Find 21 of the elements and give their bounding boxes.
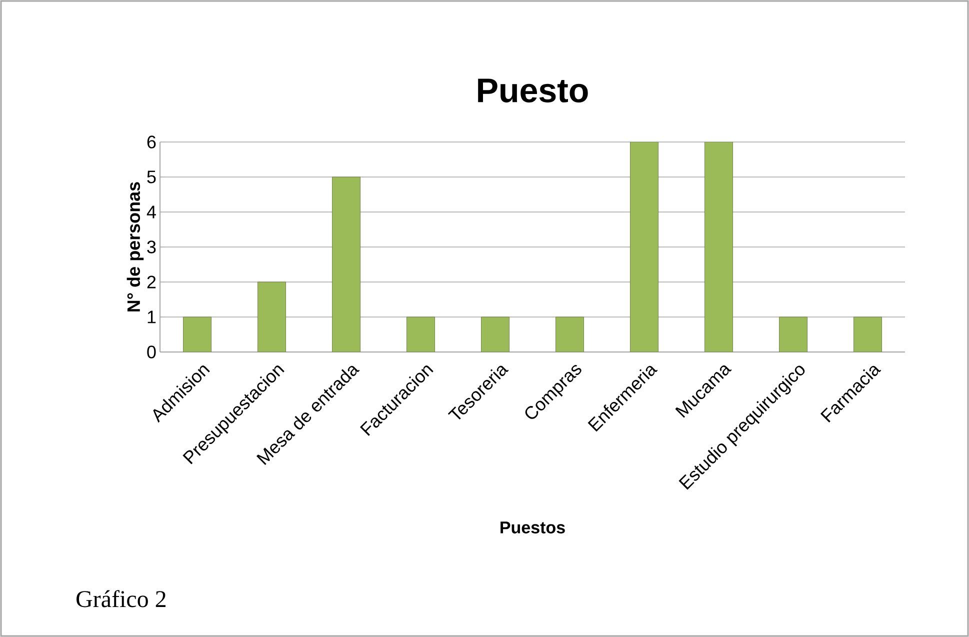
bar	[332, 176, 360, 352]
bar	[630, 142, 658, 352]
y-tick-label: 1	[148, 310, 156, 324]
y-tick-label: 6	[147, 136, 156, 148]
bar	[704, 142, 733, 352]
y-tick-label: 0	[147, 346, 156, 358]
bar	[556, 316, 584, 352]
bar	[481, 316, 510, 352]
bar	[406, 316, 435, 352]
bar	[258, 282, 286, 352]
x-axis-title: Puestos	[500, 522, 565, 534]
bar	[854, 316, 882, 352]
bar	[183, 316, 212, 352]
y-tick-label: 2	[147, 276, 156, 288]
y-axis-title: N° de personas	[126, 182, 144, 312]
text: Gráfico 2	[76, 590, 166, 608]
chart-title: Puesto	[478, 78, 588, 102]
y-tick-label: 5	[147, 170, 156, 184]
bar	[779, 316, 808, 352]
y-tick-label: 3	[147, 240, 156, 254]
y-tick-label: 4	[146, 206, 156, 218]
